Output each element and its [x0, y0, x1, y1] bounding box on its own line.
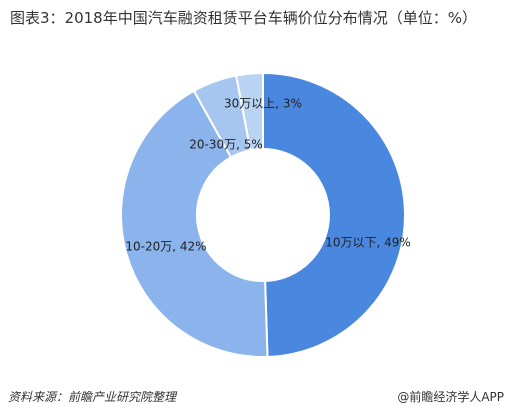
data-label: 30万以上, 3%: [224, 97, 302, 111]
donut-segment: [120, 89, 269, 358]
data-label: 10万以下, 49%: [325, 236, 411, 250]
data-label: 10-20万, 42%: [125, 240, 206, 254]
chart-title: 图表3：2018年中国汽车融资租赁平台车辆价位分布情况（单位：%）: [10, 9, 477, 27]
data-label: 20-30万, 5%: [189, 138, 263, 152]
donut-segment: [234, 71, 264, 152]
source: 资料来源：前瞻产业研究院整理: [8, 390, 177, 404]
donut-segment: [262, 71, 406, 358]
credit: @前瞻经济学人APP: [397, 390, 504, 404]
